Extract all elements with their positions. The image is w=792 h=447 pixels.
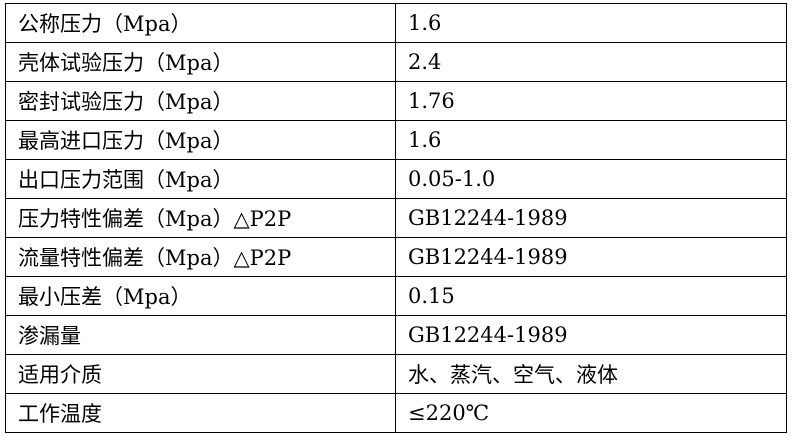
param-name: 密封试验压力（Mpa） [5, 81, 396, 121]
table-row: 适用介质 水、蒸汽、空气、液体 [5, 354, 787, 394]
param-value: 2.4 [395, 42, 787, 82]
param-value: 0.15 [395, 276, 787, 316]
table-row: 公称压力（Mpa） 1.6 [5, 3, 787, 43]
param-name: 工作温度 [5, 393, 396, 433]
param-name: 适用介质 [5, 354, 396, 394]
param-value: GB12244-1989 [395, 237, 787, 277]
param-value: 1.6 [395, 120, 787, 160]
param-name: 渗漏量 [5, 315, 396, 355]
param-value: GB12244-1989 [395, 198, 787, 238]
param-value: 1.76 [395, 81, 787, 121]
table-row: 渗漏量 GB12244-1989 [5, 315, 787, 355]
param-name: 流量特性偏差（Mpa）△P2P [5, 237, 396, 277]
param-value: 水、蒸汽、空气、液体 [395, 354, 787, 394]
table-row: 压力特性偏差（Mpa）△P2P GB12244-1989 [5, 198, 787, 238]
param-value: 0.05-1.0 [395, 159, 787, 199]
table-row: 工作温度 ≤220℃ [5, 393, 787, 433]
param-name: 公称压力（Mpa） [5, 3, 396, 43]
param-name: 出口压力范围（Mpa） [5, 159, 396, 199]
param-value: ≤220℃ [395, 393, 787, 433]
table-row: 密封试验压力（Mpa） 1.76 [5, 81, 787, 121]
table-row: 壳体试验压力（Mpa） 2.4 [5, 42, 787, 82]
param-value: 1.6 [395, 3, 787, 43]
param-name: 最高进口压力（Mpa） [5, 120, 396, 160]
table-row: 流量特性偏差（Mpa）△P2P GB12244-1989 [5, 237, 787, 277]
param-name: 壳体试验压力（Mpa） [5, 42, 396, 82]
table-row: 最小压差（Mpa） 0.15 [5, 276, 787, 316]
param-value: GB12244-1989 [395, 315, 787, 355]
table-row: 最高进口压力（Mpa） 1.6 [5, 120, 787, 160]
spec-table: 公称压力（Mpa） 1.6 壳体试验压力（Mpa） 2.4 密封试验压力（Mpa） 1.7… [5, 3, 787, 433]
param-name: 压力特性偏差（Mpa）△P2P [5, 198, 396, 238]
param-name: 最小压差（Mpa） [5, 276, 396, 316]
table-row: 出口压力范围（Mpa） 0.05-1.0 [5, 159, 787, 199]
